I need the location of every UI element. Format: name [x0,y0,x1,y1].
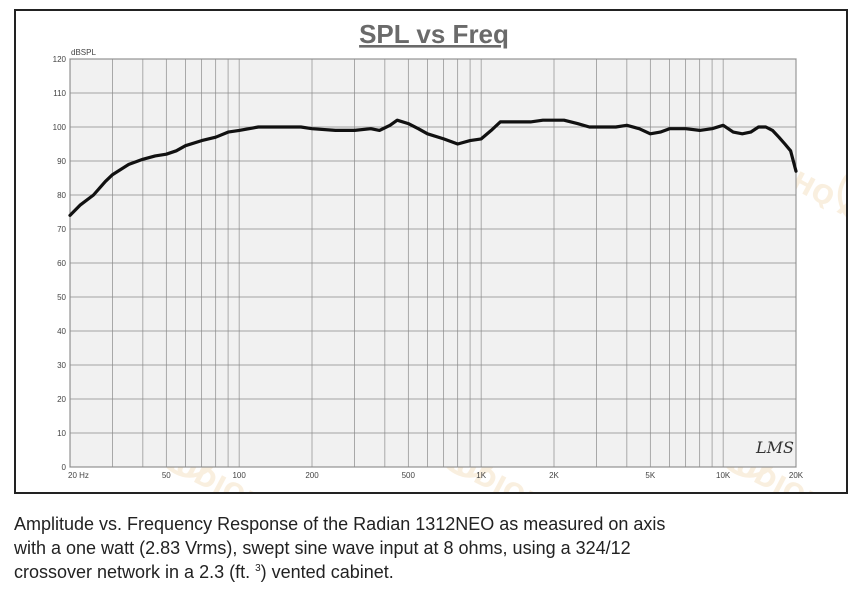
caption-superscript: 3 [255,563,261,574]
spl-vs-freq-chart: HQ AUDIOPARTSHQ AUDIOPARTSHQ AUDIOPARTSH… [53,19,846,492]
y-tick-label: 40 [57,327,66,336]
series-layer [68,118,798,217]
grid-layer [69,58,797,468]
y-axis-label: dBSPL [71,48,96,57]
x-tick-labels: 20 Hz 50 100 200 500 1K 2K 5K 10K 20K [68,471,804,480]
y-tick-label: 110 [53,89,66,98]
x-tick-label: 200 [305,471,319,480]
y-tick-label: 90 [57,157,66,166]
x-tick-label: 20 Hz [68,471,89,480]
x-tick-label: 2K [549,471,559,480]
y-tick-label: 70 [57,225,66,234]
figure-caption: Amplitude vs. Frequency Response of the … [14,512,854,584]
x-tick-label: 10K [716,471,731,480]
x-tick-label: 50 [162,471,171,480]
caption-line-1: Amplitude vs. Frequency Response of the … [14,514,666,534]
y-tick-label: 10 [57,429,66,438]
caption-line-2: with a one watt (2.83 Vrms), swept sine … [14,538,631,558]
y-tick-label: 50 [57,293,66,302]
y-tick-label: 80 [57,191,66,200]
x-tick-label: 1K [476,471,486,480]
y-tick-label: 30 [57,361,66,370]
spl-response-curve [68,118,798,217]
x-tick-label: 5K [645,471,655,480]
caption-line-3a: crossover network in a 2.3 (ft. [14,562,256,582]
y-tick-labels: 0 10 20 30 40 50 60 70 80 90 100 110 120 [53,55,67,472]
chart-title: SPL vs Freq [359,19,509,49]
caption-line-3b: ) vented cabinet. [260,562,394,582]
y-tick-label: 60 [57,259,66,268]
lms-signature: LMS [755,438,794,457]
y-tick-label: 100 [53,123,67,132]
x-tick-label: 20K [789,471,804,480]
y-tick-label: 120 [53,55,67,64]
x-tick-label: 500 [402,471,416,480]
y-tick-label: 20 [57,395,66,404]
watermark-disc [837,163,846,228]
x-tick-label: 100 [232,471,246,480]
chart-frame: HQ AUDIOPARTSHQ AUDIOPARTSHQ AUDIOPARTSH… [14,9,848,494]
y-tick-label: 0 [62,463,67,472]
